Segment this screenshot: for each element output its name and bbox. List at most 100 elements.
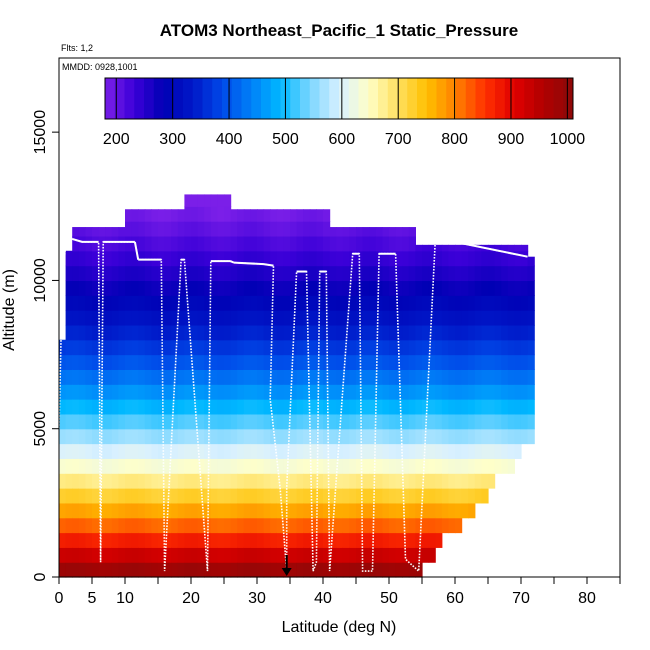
heat-cell [316, 310, 324, 326]
heat-cell [435, 265, 443, 282]
heat-cell [184, 354, 192, 370]
heat-cell [204, 517, 212, 534]
heat-cell [389, 250, 397, 267]
heat-cell [521, 369, 529, 385]
heat-cell [191, 295, 199, 311]
heat-cell [349, 369, 357, 385]
heat-cell [375, 280, 383, 296]
heat-cell [323, 235, 331, 252]
heat-cell [461, 265, 469, 282]
heat-cell [296, 532, 304, 548]
heat-cell [65, 295, 73, 311]
heat-cell [224, 428, 232, 445]
heat-cell [435, 473, 443, 489]
heat-cell [197, 369, 205, 385]
heat-cell [138, 428, 146, 445]
heat-cell [65, 250, 73, 267]
heat-cell [362, 517, 370, 534]
heat-cell [270, 428, 278, 445]
heat-cell [349, 428, 357, 445]
flights-note: Flts: 1,2 [61, 43, 93, 53]
heat-cell [362, 295, 370, 311]
heat-cell [210, 295, 218, 311]
heat-cell [481, 339, 489, 356]
heat-cell [131, 250, 139, 267]
heat-cell [296, 265, 304, 282]
heat-cell [329, 324, 337, 341]
heat-cell [455, 310, 463, 326]
heat-cell [375, 339, 383, 356]
heat-cell [402, 399, 410, 415]
heat-cell [263, 532, 271, 548]
colorbar-swatch [534, 78, 545, 119]
heat-cell [316, 399, 324, 415]
heat-cell [402, 562, 410, 578]
heat-cell [296, 310, 304, 326]
heat-cell [184, 250, 192, 267]
heat-cell [250, 235, 258, 252]
heat-cell [408, 517, 416, 534]
heat-cell [461, 295, 469, 311]
heat-cell [521, 339, 529, 356]
heat-cell [118, 227, 126, 237]
heat-cell [111, 235, 119, 252]
heat-cell [488, 443, 496, 459]
heat-cell [78, 235, 86, 252]
heat-cell [329, 339, 337, 356]
heat-cell [356, 324, 364, 341]
heat-cell [111, 443, 119, 459]
heat-cell [336, 265, 344, 282]
heat-cell [435, 384, 443, 400]
heat-cell [237, 235, 245, 252]
heat-cell [98, 235, 106, 252]
heat-cell [59, 413, 67, 430]
heat-cell [342, 339, 350, 356]
heat-cell [501, 280, 509, 296]
heat-cell [144, 250, 152, 267]
heat-cell [158, 547, 166, 563]
heat-cell [243, 458, 251, 474]
heat-cell [125, 488, 133, 504]
heat-cell [481, 488, 489, 504]
heat-cell [362, 458, 370, 474]
heat-cell [527, 354, 535, 370]
heat-cell [276, 265, 284, 282]
heat-cell [356, 562, 364, 578]
heat-cell [263, 517, 271, 534]
heat-cell [389, 295, 397, 311]
heat-cell [197, 399, 205, 415]
heat-cell [323, 295, 331, 311]
heat-cell [98, 473, 106, 489]
heat-cell [461, 502, 469, 519]
heat-cell [65, 324, 73, 341]
heat-cell [125, 310, 133, 326]
heat-cell [224, 235, 232, 252]
heat-cell [72, 354, 80, 370]
heat-cell [461, 473, 469, 489]
heat-cell [184, 413, 192, 430]
heat-cell [356, 384, 364, 400]
heat-cell [276, 517, 284, 534]
heat-cell [296, 488, 304, 504]
heat-cell [389, 399, 397, 415]
heat-cell [257, 488, 265, 504]
heat-cell [494, 324, 502, 341]
colorbar-swatch [446, 78, 457, 119]
heat-cell [72, 458, 80, 474]
heat-cell [415, 502, 423, 519]
heat-cell [217, 235, 225, 252]
heat-cell [138, 209, 146, 222]
heat-cell [250, 324, 258, 341]
colorbar-swatch [514, 78, 525, 119]
heat-cell [362, 235, 370, 252]
heat-cell [111, 295, 119, 311]
heat-cell [389, 473, 397, 489]
heat-cell [237, 295, 245, 311]
heat-cell [323, 473, 331, 489]
heat-cell [309, 443, 317, 459]
heat-cell [474, 250, 482, 267]
heat-cell [382, 399, 390, 415]
heat-cell [349, 227, 357, 237]
heat-cell [78, 250, 86, 267]
heat-cell [151, 250, 159, 267]
